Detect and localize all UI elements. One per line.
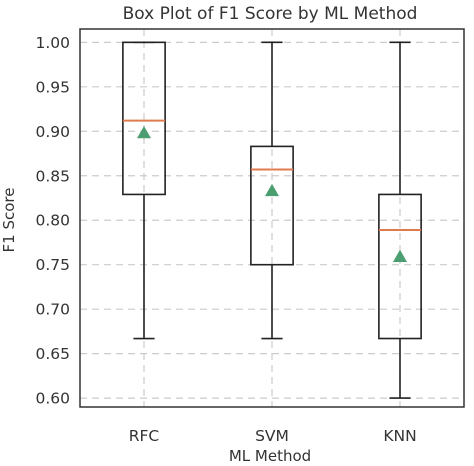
x-tick-label: SVM — [255, 427, 289, 445]
y-tick-label: 0.85 — [35, 167, 70, 185]
y-axis-label: F1 Score — [0, 188, 18, 253]
iqr-box — [122, 41, 166, 196]
y-tick-label: 0.95 — [35, 78, 70, 96]
boxes-layer — [122, 41, 422, 399]
iqr-box — [378, 193, 422, 340]
y-tick-label: 0.60 — [35, 390, 70, 408]
iqr-box — [250, 145, 294, 266]
box-group-rfc — [122, 41, 166, 340]
x-tick-label: KNN — [383, 427, 416, 445]
x-axis-label: ML Method — [229, 447, 311, 465]
y-tick-label: 0.80 — [35, 212, 70, 230]
y-axis-ticks: 0.60 0.65 0.70 0.75 0.80 0.85 0.90 0.95 1.00 — [35, 34, 70, 408]
y-tick-label: 1.00 — [35, 34, 70, 52]
y-tick-label: 0.70 — [35, 301, 70, 319]
y-tick-label: 0.75 — [35, 256, 70, 274]
plot-frame — [79, 28, 465, 408]
box-group-knn — [378, 41, 422, 399]
mean-marker — [137, 126, 151, 139]
y-tick-label: 0.90 — [35, 123, 70, 141]
x-axis-ticks: RFC SVM KNN — [129, 427, 417, 445]
box-group-svm — [250, 41, 294, 340]
mean-marker — [393, 249, 407, 262]
y-tick-label: 0.65 — [35, 345, 70, 363]
chart-title: Box Plot of F1 Score by ML Method — [123, 4, 418, 24]
mean-marker — [265, 183, 279, 197]
x-tick-label: RFC — [129, 427, 160, 445]
